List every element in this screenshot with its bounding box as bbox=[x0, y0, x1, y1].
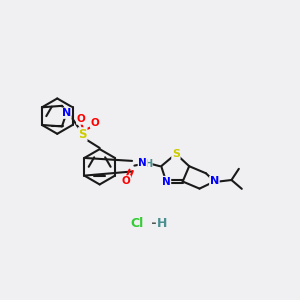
Text: S: S bbox=[172, 149, 180, 159]
Text: O: O bbox=[77, 114, 85, 124]
Text: N: N bbox=[62, 108, 71, 118]
Text: H: H bbox=[144, 159, 152, 169]
Text: S: S bbox=[78, 128, 87, 141]
Text: N: N bbox=[138, 158, 147, 168]
Text: O: O bbox=[122, 176, 130, 186]
Text: -: - bbox=[147, 217, 156, 230]
Text: N: N bbox=[210, 176, 219, 187]
Text: N: N bbox=[162, 176, 171, 187]
Text: Cl: Cl bbox=[130, 217, 143, 230]
Text: O: O bbox=[91, 118, 99, 128]
Text: H: H bbox=[157, 217, 167, 230]
